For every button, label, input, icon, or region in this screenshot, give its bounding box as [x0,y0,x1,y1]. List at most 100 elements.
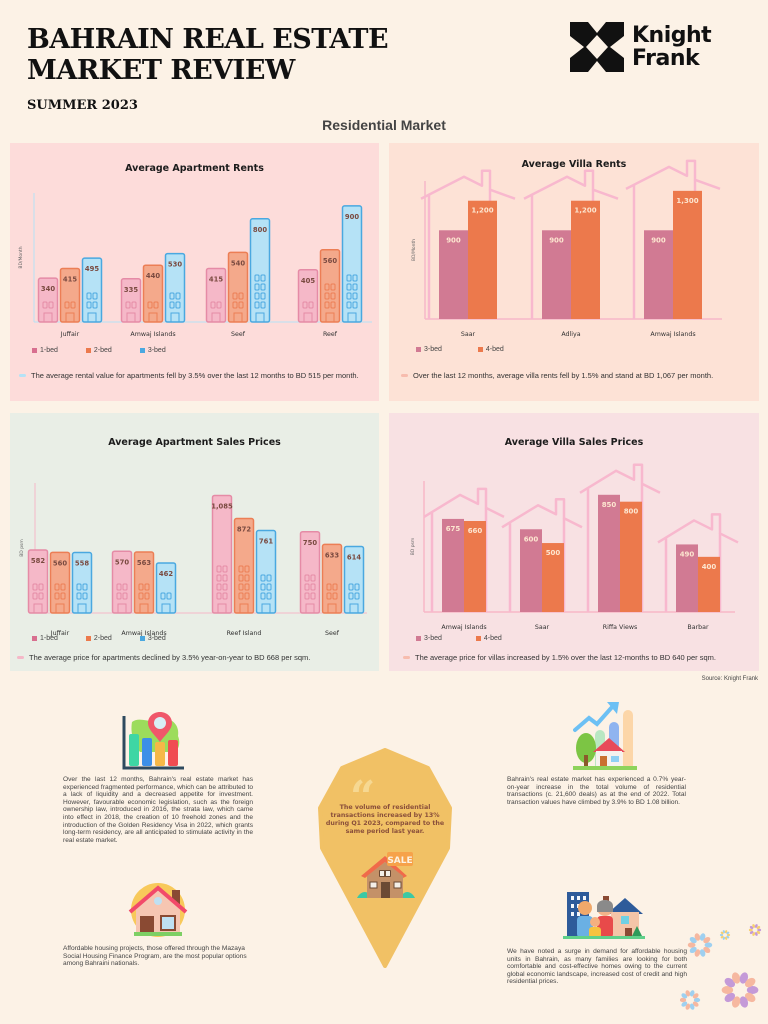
window-icon [254,301,260,309]
chart-legend: 1-bed 2-bed 3-bed [32,635,166,642]
flower-petal [746,986,759,994]
window-icon [326,583,332,591]
chart-note: The average rental value for apartments … [19,371,359,380]
flower-petal [749,925,754,930]
legend-swatch [85,348,91,353]
note-text: The average rental value for apartments … [31,371,359,380]
bar-body [468,200,497,319]
data-label: 490 [680,550,695,558]
flower-petal [681,1001,688,1007]
door-icon [211,312,221,323]
flower-petal [689,1003,695,1010]
legend-label: 3-bed [424,635,442,642]
flower-petal [692,993,699,999]
window-icon [304,592,310,600]
bar-body [542,543,564,612]
door-icon [170,312,180,323]
window-icon [76,592,82,600]
window-icon [260,274,266,282]
window-icon [260,301,266,309]
door-icon [327,603,337,614]
data-label: 540 [231,259,245,267]
door-icon [261,603,271,614]
x-tick-label: Juffair [60,331,80,338]
window-icon [64,301,70,309]
legend-swatch [32,636,37,641]
window-icon [160,592,166,600]
legend-item-4-bed: 4-bed [477,346,504,353]
sale-sign-text: SALE [387,856,412,866]
chart-plot: BD/Month 340 415 495 Juffair 335 440 530 Amwaj I… [18,193,372,338]
data-label: 582 [31,557,45,565]
y-axis-label: BD psm [19,539,25,557]
data-label: 415 [209,275,223,283]
affordable-house-illustration-icon [128,883,188,937]
bar: 660 [464,520,486,612]
x-tick-label: Amwaj Islands [121,630,166,637]
window-icon [324,283,330,291]
flower-petal [689,936,697,944]
legend-swatch [416,347,421,352]
window-icon [82,583,88,591]
door-icon [217,603,227,614]
window-icon [86,292,92,300]
bar-body [644,230,673,319]
door-icon [148,312,158,323]
flower-petal [724,977,736,988]
window-icon [216,583,222,591]
data-label: 600 [524,535,539,543]
window-icon [304,583,310,591]
flower-petal [752,924,756,928]
window-icon [166,592,172,600]
flower-petal [703,946,711,954]
data-label: 900 [651,236,666,244]
window-icon [238,292,244,300]
chart-legend: 3-bed 4-bed [416,635,502,642]
flower-petal [748,928,753,932]
window-icon [147,301,153,309]
house-outline-icon [625,159,721,191]
chart-villa-sales: Average Villa Sales Prices BD psm 675 660 A… [389,413,759,671]
title-line-1: BAHRAIN REAL ESTATE [27,24,389,55]
bar: 335 [120,278,142,323]
window-icon [82,592,88,600]
data-label: 500 [546,549,561,557]
x-tick-label: Amwaj Islands [650,331,695,338]
window-icon [238,565,244,573]
data-label: 560 [323,257,337,265]
window-icon [254,283,260,291]
bullet-icon [401,374,408,377]
door-icon [33,603,43,614]
window-icon [346,301,352,309]
data-label: 462 [159,570,173,578]
window-icon [232,301,238,309]
window-icon [222,565,228,573]
flower-petal [687,942,696,948]
window-icon [260,592,266,600]
bar-body [249,218,271,323]
bar: 675 [442,518,464,612]
bar-body [520,529,542,612]
data-label: 570 [115,558,129,566]
window-icon [169,301,175,309]
window-icon [54,583,60,591]
market-chart-illustration-icon [122,712,184,770]
bar: 500 [542,543,564,612]
chart-apartment-rents: Average Apartment Rents BD/Month 340 415 49… [10,143,379,401]
bar: 340 [37,277,59,323]
flower-petal [724,930,728,934]
flower-petal [720,931,724,935]
data-label: 340 [41,285,55,293]
legend-label: 2-bed [93,347,112,354]
window-icon [60,592,66,600]
pin-quote-text: The volume of residential transactions i… [325,804,445,835]
bar: 530 [164,252,186,323]
bar: 750 [299,531,321,614]
chart-title: Average Apartment Rents [125,163,264,174]
window-icon [352,274,358,282]
window-icon [266,592,272,600]
data-label: 440 [146,272,160,280]
svg-text:“: “ [350,772,375,823]
data-label: 633 [325,551,339,559]
flower-petal [744,977,756,988]
